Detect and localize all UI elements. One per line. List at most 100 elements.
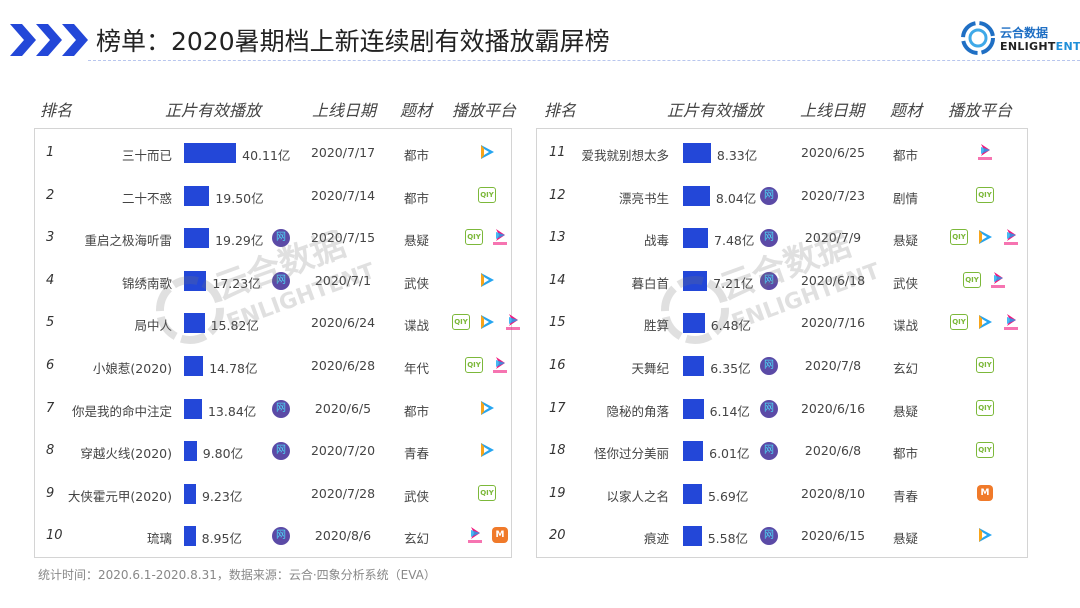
ranking-panel-right — [536, 128, 1028, 558]
play-count-value: 6.48亿 — [710, 318, 752, 334]
table-row: 6 小娘惹(2020) 14.78亿 2020/6/28 年代 QIY — [0, 354, 1080, 378]
rank-number: 18 — [549, 443, 566, 459]
platform-icons: M — [447, 526, 527, 544]
play-count-value: 13.84亿 — [207, 403, 257, 419]
drama-name: 二十不惑 — [121, 190, 172, 206]
release-date: 2020/6/5 — [314, 400, 372, 416]
genre: 悬疑 — [404, 233, 430, 249]
drama-name: 锦绣南歌 — [121, 275, 172, 291]
iqiyi-icon: QIY — [950, 314, 968, 331]
play-count-value: 8.04亿 — [715, 190, 757, 206]
rank-number: 14 — [549, 272, 566, 288]
rank-number: 17 — [549, 400, 566, 416]
genre: 武侠 — [893, 275, 919, 291]
release-date: 2020/6/15 — [800, 528, 866, 544]
youku-icon — [978, 144, 992, 160]
table-row: 10 琉璃 8.95亿 网 2020/8/6 玄幻 M — [0, 524, 1080, 548]
drama-name: 胜算 — [643, 318, 669, 334]
drama-name: 小娘惹(2020) — [92, 361, 172, 376]
table-row: 9 大侠霍元甲(2020) 9.23亿 2020/7/28 武侠 QIY — [0, 482, 1080, 506]
play-count-bar — [184, 270, 207, 291]
release-date: 2020/6/25 — [800, 145, 866, 160]
youku-icon — [991, 271, 1005, 288]
play-count-bar — [184, 313, 205, 334]
rank-number: 20 — [549, 528, 566, 544]
play-count-value: 6.01亿 — [709, 446, 750, 462]
network-drama-badge: 网 — [760, 527, 778, 546]
table-row: 18 怪你过分美丽 6.01亿网 2020/6/8 都市 QIY — [0, 439, 1080, 463]
platform-icons: QIY — [945, 399, 1025, 416]
iqiyi-icon: QIY — [963, 271, 981, 288]
genre: 悬疑 — [893, 233, 919, 249]
play-count-bar — [184, 483, 196, 504]
platform-icons: QIY — [945, 186, 1025, 203]
platform-icons — [447, 441, 527, 459]
rank-number: 1 — [46, 145, 55, 160]
youku-icon — [506, 314, 520, 331]
mango-tv-icon: M — [977, 484, 993, 501]
genre: 悬疑 — [893, 403, 919, 419]
genre: 都市 — [404, 190, 430, 206]
rank-number: 5 — [46, 315, 55, 331]
drama-name: 痕迹 — [643, 531, 669, 547]
play-count-bar — [184, 143, 237, 163]
release-date: 2020/6/8 — [804, 443, 862, 459]
tencent-video-icon — [481, 272, 494, 287]
release-date: 2020/8/10 — [800, 485, 866, 501]
iqiyi-icon: QIY — [452, 314, 470, 331]
genre: 玄幻 — [404, 531, 430, 547]
release-date: 2020/7/1 — [314, 272, 372, 288]
iqiyi-icon: QIY — [976, 399, 994, 416]
table-row: 5 局中人 15.82亿 2020/6/24 谍战 QIY — [0, 311, 1080, 335]
play-count-bar — [184, 356, 204, 376]
play-count-bar — [683, 526, 702, 547]
genre: 都市 — [893, 446, 919, 462]
genre: 青春 — [404, 446, 430, 462]
rank-number: 4 — [46, 272, 55, 288]
release-date: 2020/7/20 — [310, 443, 376, 459]
play-count-value: 9.23亿 — [201, 488, 243, 504]
play-count-bar — [683, 185, 710, 206]
table-row: 3 重启之极海听雷 19.29亿网 2020/7/15 悬疑 QIY — [0, 226, 1080, 250]
column-header-platform: 播放平台 — [948, 101, 1013, 120]
table-row: 12 漂亮书生 8.04亿网 2020/7/23 剧情 QIY — [0, 184, 1080, 208]
network-drama-badge: 网 — [760, 399, 778, 418]
platform-icons: QIY — [945, 441, 1025, 459]
rank-number: 15 — [549, 315, 566, 331]
table-row: 13 战毒 7.48亿网 2020/7/9 悬疑 QIY — [0, 226, 1080, 250]
network-drama-badge: 网 — [272, 271, 290, 290]
column-header-date: 上线日期 — [800, 101, 865, 120]
platform-icons: QIY — [447, 186, 527, 203]
enlightent-logo: 云合数据 ENLIGHTENT — [960, 18, 1080, 58]
table-row: 11 爱我就别想太多 8.33亿 2020/6/25 都市 — [0, 141, 1080, 165]
play-count-bar — [683, 398, 704, 419]
youku-icon — [1004, 314, 1018, 331]
genre: 都市 — [404, 148, 430, 163]
youku-icon — [468, 527, 482, 544]
table-row: 14 暮白首 7.21亿网 2020/6/18 武侠 QIY — [0, 269, 1080, 293]
table-row: 7 你是我的命中注定 13.84亿网 2020/6/5 都市 — [0, 397, 1080, 421]
rank-number: 16 — [549, 358, 566, 373]
platform-icons: QIY — [447, 484, 527, 501]
genre: 悬疑 — [893, 531, 919, 547]
play-count-value: 40.11亿 — [242, 148, 291, 163]
genre: 都市 — [404, 403, 430, 419]
platform-icons — [447, 271, 527, 289]
drama-name: 隐秘的角落 — [606, 403, 669, 419]
rank-number: 10 — [46, 528, 63, 544]
youku-icon — [493, 357, 507, 373]
release-date: 2020/8/6 — [314, 528, 372, 544]
release-date: 2020/6/28 — [310, 358, 376, 373]
drama-name: 爱我就别想太多 — [581, 148, 669, 163]
genre: 年代 — [404, 361, 430, 376]
release-date: 2020/7/8 — [804, 358, 862, 373]
column-header-plays: 正片有效播放 — [667, 101, 764, 120]
network-drama-badge: 网 — [272, 399, 290, 418]
play-count-value: 7.21亿 — [713, 275, 754, 291]
network-drama-badge: 网 — [760, 229, 778, 248]
play-count-value: 6.35亿 — [710, 361, 751, 376]
release-date: 2020/7/23 — [800, 187, 866, 203]
column-header-genre: 题材 — [400, 101, 433, 120]
drama-name: 战毒 — [643, 233, 669, 249]
platform-icons: QIY — [945, 356, 1025, 373]
